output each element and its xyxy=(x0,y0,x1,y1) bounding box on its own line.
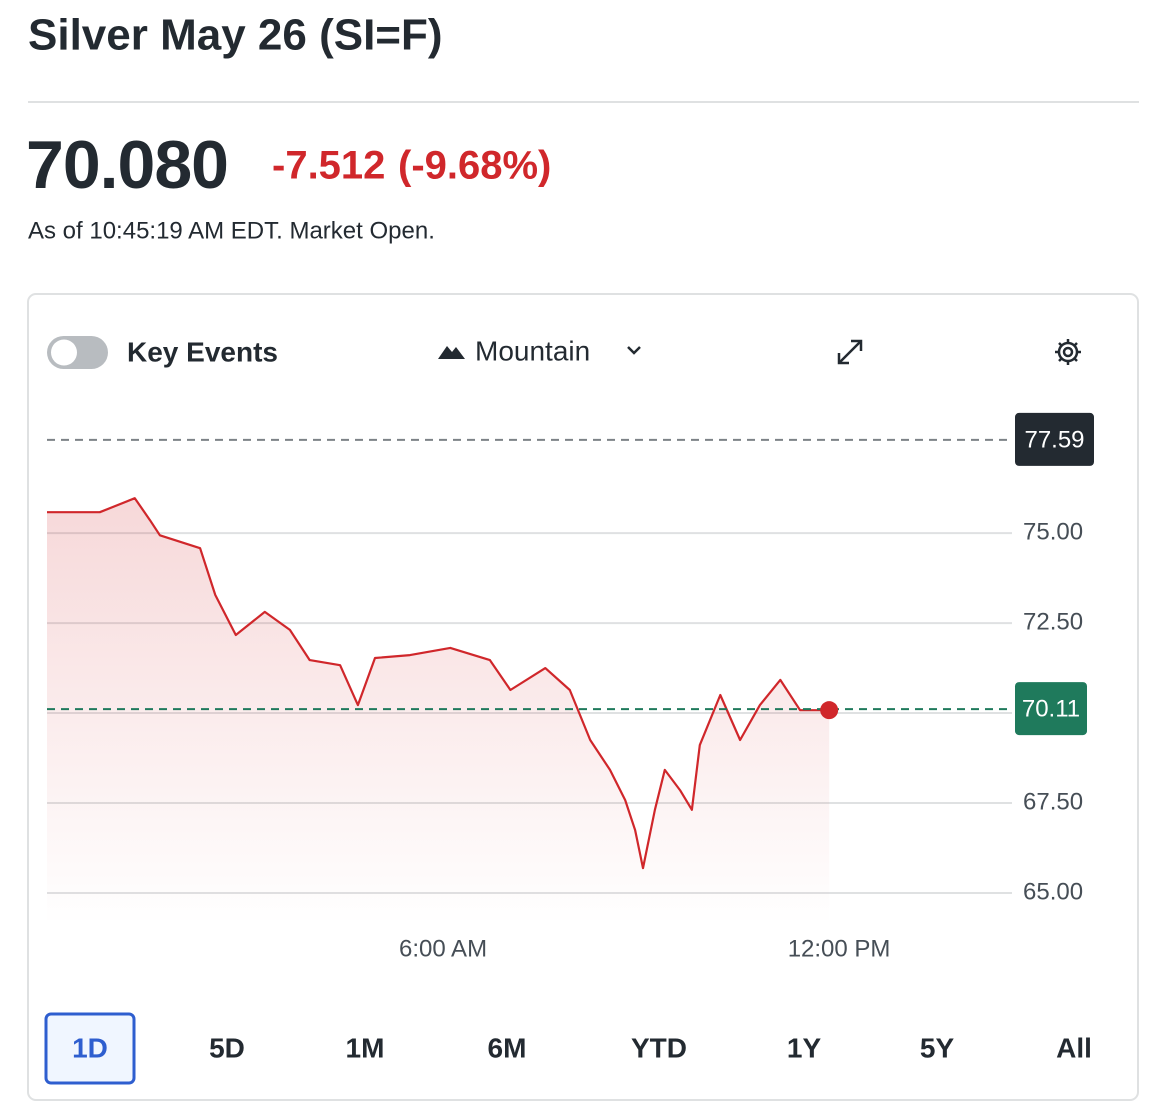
dropdown-chevron xyxy=(627,346,641,355)
price: 70.080 xyxy=(26,127,228,203)
last-point xyxy=(820,701,839,720)
y-tick-label: 67.50 xyxy=(1023,788,1083,815)
range-button[interactable]: All xyxy=(1056,1032,1092,1063)
x-tick-label: 6:00 AM xyxy=(399,935,487,962)
x-tick-label: 12:00 PM xyxy=(788,935,891,962)
range-button[interactable]: 5D xyxy=(209,1032,245,1063)
range-button[interactable]: YTD xyxy=(631,1032,687,1063)
range-button[interactable]: 1Y xyxy=(787,1032,822,1063)
mountain-icon xyxy=(438,346,465,359)
chart-style-select[interactable]: Mountain xyxy=(475,335,590,366)
y-tick-label: 72.50 xyxy=(1023,608,1083,635)
page-title: Silver May 26 (SI=F) xyxy=(28,11,443,60)
key-events-toggle[interactable] xyxy=(47,336,108,369)
price-change: -7.512 xyxy=(272,144,385,188)
range-button[interactable]: 1D xyxy=(72,1032,108,1063)
range-button[interactable]: 6M xyxy=(488,1032,527,1063)
range-button[interactable]: 5Y xyxy=(920,1032,955,1063)
price-line xyxy=(47,497,830,870)
reference-label-box xyxy=(1015,412,1094,466)
settings-button[interactable] xyxy=(1055,339,1081,365)
range-selected-box[interactable] xyxy=(44,1012,136,1085)
y-tick-label: 65.00 xyxy=(1023,878,1083,905)
timestamp: As of 10:45:19 AM EDT. Market Open. xyxy=(28,217,435,244)
y-tick-label: 75.00 xyxy=(1023,518,1083,545)
reference-label: 77.59 xyxy=(1024,426,1084,453)
area-fill xyxy=(47,498,830,925)
chart-card xyxy=(27,293,1139,1101)
key-events-label[interactable]: Key Events xyxy=(127,336,278,367)
price-change-percent: (-9.68%) xyxy=(398,144,551,188)
reference-label: 70.11 xyxy=(1022,695,1080,722)
expand-button[interactable] xyxy=(837,339,863,365)
reference-label-box xyxy=(1015,682,1087,736)
range-button[interactable]: 1M xyxy=(346,1032,385,1063)
